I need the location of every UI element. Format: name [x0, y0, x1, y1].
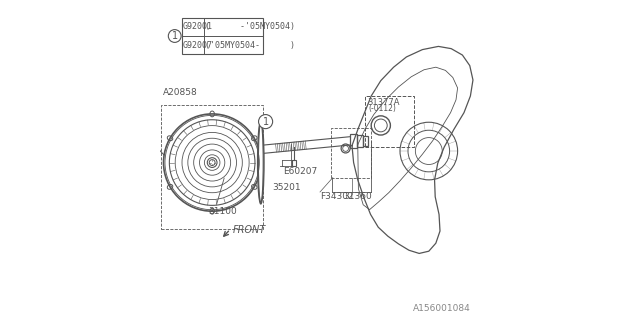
- Text: A20858: A20858: [163, 88, 198, 97]
- Text: 35201: 35201: [272, 183, 301, 192]
- Text: 1: 1: [262, 116, 269, 127]
- Text: 1: 1: [172, 31, 178, 41]
- Text: 31360: 31360: [343, 192, 372, 201]
- Text: 31377A: 31377A: [367, 98, 400, 107]
- Bar: [182, 18, 264, 54]
- Bar: [365, 96, 415, 147]
- Text: (      -'05MY0504): ( -'05MY0504): [205, 22, 296, 31]
- Text: ('05MY0504-      ): ('05MY0504- ): [205, 41, 296, 50]
- Ellipse shape: [258, 121, 264, 204]
- Text: 31100: 31100: [209, 207, 237, 216]
- Text: (-0112): (-0112): [369, 104, 397, 113]
- Circle shape: [207, 158, 217, 167]
- Text: G92007: G92007: [183, 41, 213, 50]
- Bar: [351, 134, 357, 148]
- Ellipse shape: [248, 146, 254, 155]
- Text: FRONT: FRONT: [232, 225, 266, 235]
- Bar: [292, 160, 296, 166]
- Circle shape: [164, 114, 261, 211]
- Bar: [364, 136, 368, 146]
- Circle shape: [168, 30, 181, 43]
- Bar: [357, 135, 364, 147]
- Text: E60207: E60207: [283, 167, 317, 176]
- Circle shape: [259, 115, 273, 129]
- Text: G92001: G92001: [183, 22, 213, 31]
- Bar: [332, 128, 371, 178]
- Bar: [161, 105, 263, 229]
- Text: F34302: F34302: [320, 192, 354, 201]
- Text: A156001084: A156001084: [413, 304, 470, 313]
